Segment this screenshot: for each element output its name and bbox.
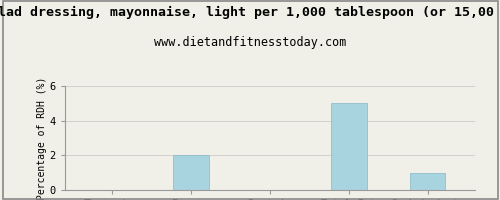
Bar <box>174 155 209 190</box>
Bar <box>410 173 446 190</box>
Y-axis label: Percentage of RDH (%): Percentage of RDH (%) <box>37 76 47 200</box>
Text: Salad dressing, mayonnaise, light per 1,000 tablespoon (or 15,00 g): Salad dressing, mayonnaise, light per 1,… <box>0 6 500 19</box>
Bar <box>331 103 366 190</box>
Text: www.dietandfitnesstoday.com: www.dietandfitnesstoday.com <box>154 36 346 49</box>
